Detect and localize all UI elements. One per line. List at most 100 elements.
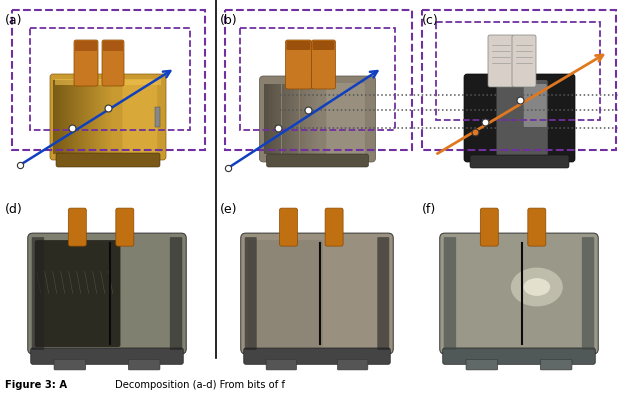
Bar [313,84,314,154]
Bar [78,80,79,154]
Text: (e): (e) [220,203,238,216]
Bar [63,80,64,154]
FancyBboxPatch shape [286,40,311,89]
Ellipse shape [524,278,550,296]
Bar [305,84,306,154]
Bar [217,201,417,365]
Bar [73,80,74,154]
Bar [306,84,308,154]
FancyBboxPatch shape [31,348,183,364]
FancyBboxPatch shape [325,208,343,246]
Bar [64,80,66,154]
Bar [280,84,281,154]
Bar [79,80,80,154]
Text: (d): (d) [5,203,22,216]
FancyBboxPatch shape [528,208,546,246]
FancyBboxPatch shape [524,84,547,127]
Bar [272,84,273,154]
Bar [104,80,105,154]
FancyBboxPatch shape [286,41,311,50]
Bar [436,22,600,120]
Bar [74,80,76,154]
FancyBboxPatch shape [488,35,514,87]
Bar [84,80,85,154]
Bar [53,80,54,154]
FancyBboxPatch shape [122,80,157,154]
FancyBboxPatch shape [35,240,120,347]
Bar [302,84,304,154]
Bar [100,80,101,154]
Text: (f): (f) [422,203,436,216]
Bar [97,80,99,154]
Bar [301,84,302,154]
Bar [290,84,291,154]
FancyBboxPatch shape [497,80,548,156]
FancyBboxPatch shape [260,76,376,162]
FancyBboxPatch shape [464,74,575,162]
Text: Decomposition (a-d) From bits of f: Decomposition (a-d) From bits of f [115,380,285,390]
FancyBboxPatch shape [68,208,86,246]
FancyBboxPatch shape [266,359,296,370]
FancyBboxPatch shape [266,154,369,167]
Bar [415,201,623,365]
FancyBboxPatch shape [170,237,182,350]
FancyBboxPatch shape [444,237,456,350]
FancyBboxPatch shape [241,233,393,354]
FancyBboxPatch shape [75,41,97,51]
Bar [58,80,59,154]
Bar [102,80,104,154]
FancyBboxPatch shape [27,233,186,354]
Bar [82,80,84,154]
FancyBboxPatch shape [326,83,365,155]
Bar [276,84,277,154]
Bar [94,80,95,154]
Bar [8,12,208,192]
Bar [270,84,272,154]
Bar [297,84,298,154]
FancyBboxPatch shape [248,240,323,347]
FancyBboxPatch shape [56,153,160,167]
Bar [155,107,160,127]
Bar [81,80,82,154]
Bar [111,80,112,154]
Bar [263,84,265,154]
Bar [225,10,412,150]
Bar [61,80,62,154]
Bar [85,80,86,154]
Bar [12,10,205,150]
Bar [240,28,395,130]
Bar [222,12,415,192]
FancyBboxPatch shape [313,41,334,50]
Bar [286,84,287,154]
Bar [77,80,78,154]
Bar [3,201,211,365]
FancyBboxPatch shape [245,237,256,350]
FancyBboxPatch shape [512,35,536,87]
FancyBboxPatch shape [103,41,123,51]
Bar [80,80,81,154]
Bar [422,10,616,150]
FancyBboxPatch shape [54,359,85,370]
Bar [68,80,69,154]
FancyBboxPatch shape [540,359,572,370]
FancyBboxPatch shape [378,237,389,350]
Bar [76,80,77,154]
Bar [110,80,111,154]
Bar [308,84,309,154]
FancyBboxPatch shape [32,237,44,350]
Bar [311,84,312,154]
Bar [295,84,296,154]
FancyBboxPatch shape [116,208,134,246]
Bar [277,84,279,154]
Bar [288,84,290,154]
Bar [71,80,72,154]
FancyBboxPatch shape [74,40,98,86]
Bar [281,84,283,154]
Bar [314,84,316,154]
Text: Figure 3: A: Figure 3: A [5,380,67,390]
FancyBboxPatch shape [582,237,594,350]
Bar [72,80,73,154]
Bar [59,80,61,154]
Bar [316,84,318,154]
Bar [268,84,269,154]
